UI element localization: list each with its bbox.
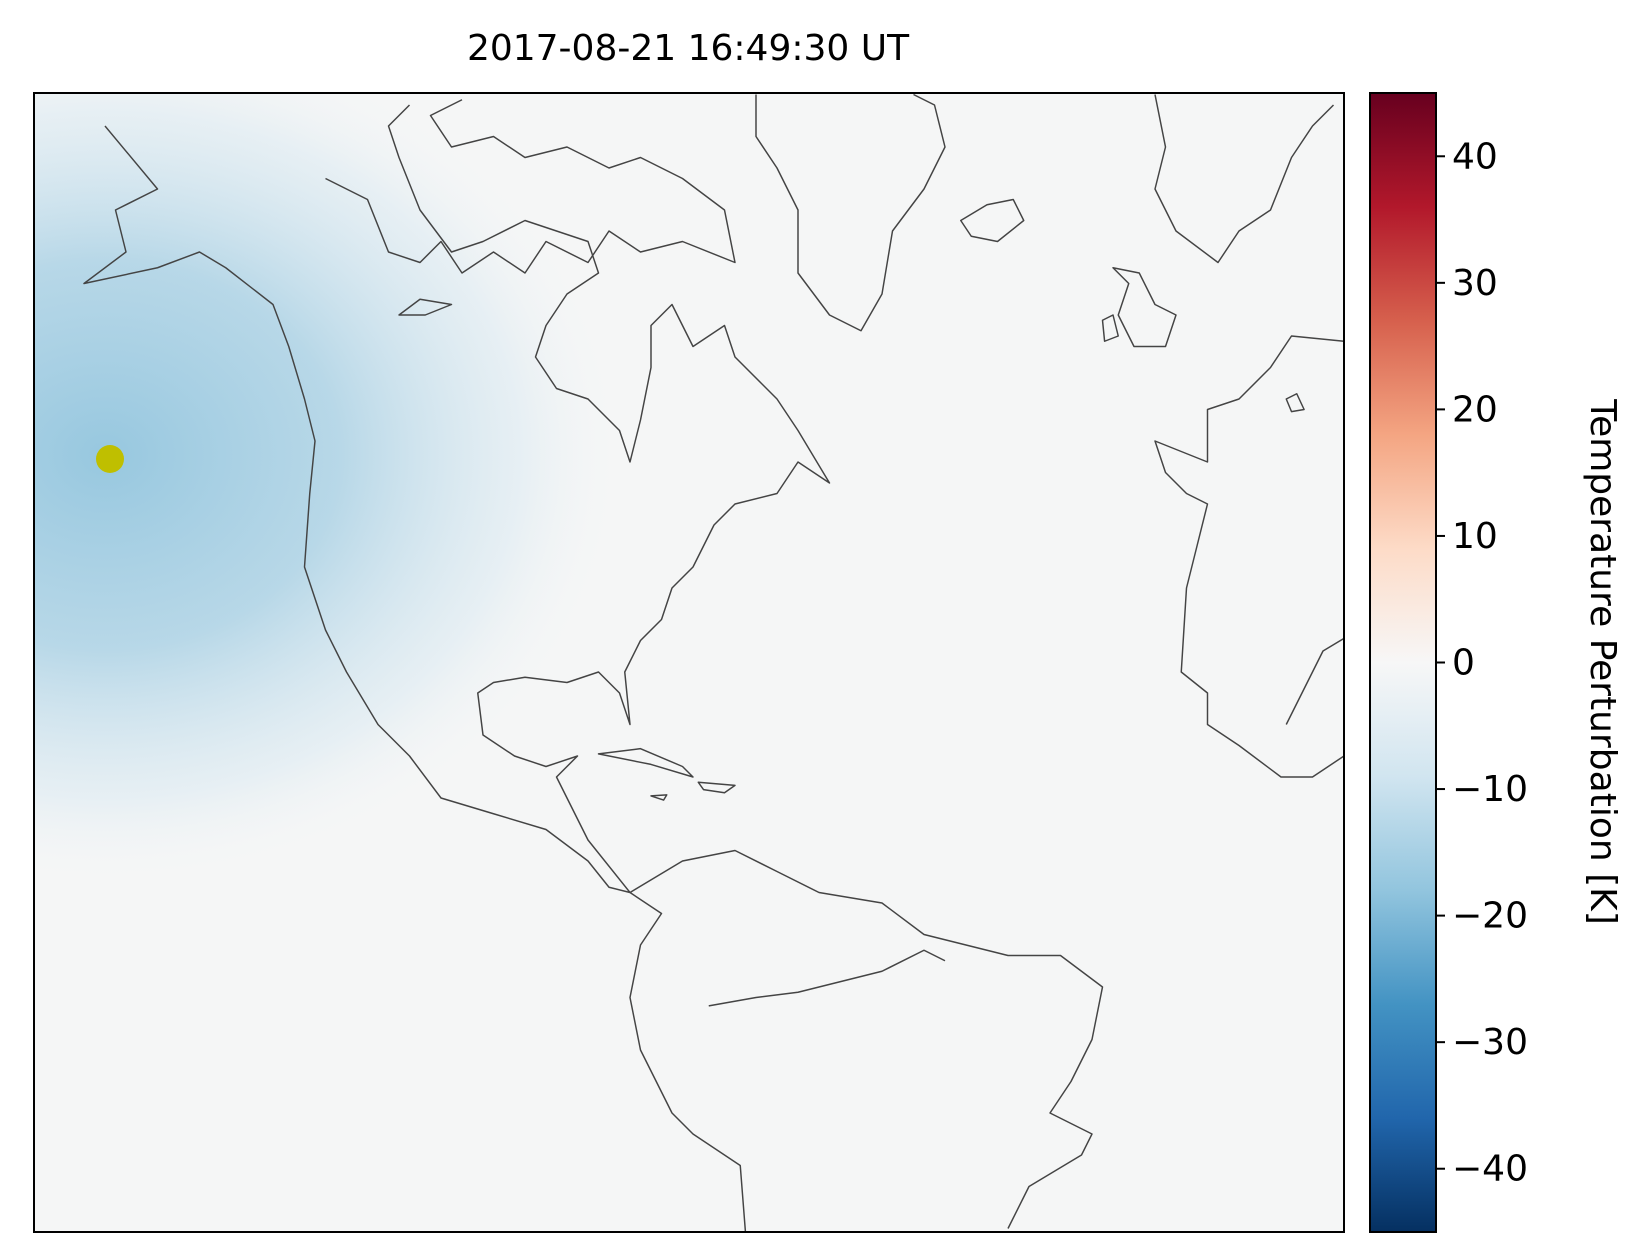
map	[34, 93, 1344, 1232]
colorbar	[1369, 92, 1437, 1233]
perturbation-field	[34, 93, 625, 885]
map-frame	[33, 92, 1345, 1233]
colorbar-tick-label: −10	[1452, 769, 1528, 810]
colorbar-tick-label: 20	[1452, 389, 1498, 430]
colorbar-tick-label: −20	[1452, 896, 1528, 937]
colorbar-tick-label: 0	[1452, 643, 1475, 684]
colorbar-label: Temperature Perturbation [K]	[1582, 398, 1623, 925]
coastlines	[83, 93, 1344, 1232]
eclipse-center-marker	[96, 445, 124, 473]
colorbar-tick-label: −30	[1452, 1022, 1528, 1063]
colorbar-tick-label: 30	[1452, 263, 1498, 304]
colorbar-tick-label: 40	[1452, 136, 1498, 177]
title: 2017-08-21 16:49:30 UT	[467, 28, 910, 69]
colorbar-tick-label: −40	[1452, 1149, 1528, 1190]
colorbar-tick-label: 10	[1452, 516, 1498, 557]
